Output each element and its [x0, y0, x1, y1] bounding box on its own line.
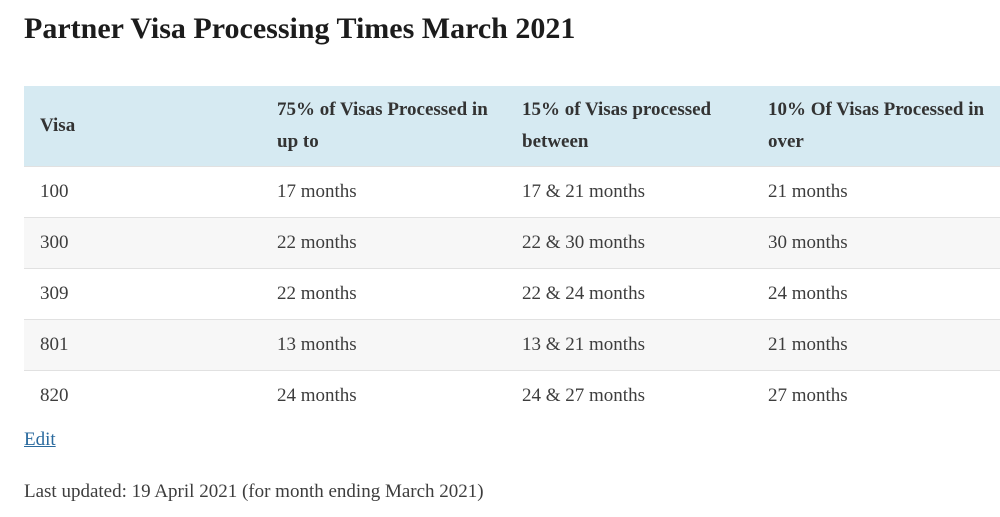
table-cell-p15: 22 & 24 months	[506, 268, 752, 320]
table-row: 801 13 months 13 & 21 months 21 months	[24, 319, 1000, 371]
table-header-row: Visa 75% of Visas Processed in up to 15%…	[24, 86, 1000, 167]
table-cell-p15: 17 & 21 months	[506, 166, 752, 218]
table-cell-p10: 30 months	[752, 217, 1000, 269]
table-cell-p15: 13 & 21 months	[506, 319, 752, 371]
table-cell-visa: 820	[24, 370, 261, 421]
table-row: 300 22 months 22 & 30 months 30 months	[24, 217, 1000, 269]
column-header-visa: Visa	[24, 86, 261, 167]
table-cell-visa: 801	[24, 319, 261, 371]
column-header-10-percent: 10% Of Visas Processed in over	[752, 86, 1000, 167]
table-cell-p15: 22 & 30 months	[506, 217, 752, 269]
visa-processing-table: Visa 75% of Visas Processed in up to 15%…	[24, 86, 1000, 421]
table-row: 100 17 months 17 & 21 months 21 months	[24, 166, 1000, 218]
table-cell-p10: 21 months	[752, 166, 1000, 218]
table-cell-p75: 22 months	[261, 217, 506, 269]
column-header-75-percent: 75% of Visas Processed in up to	[261, 86, 506, 167]
table-cell-visa: 309	[24, 268, 261, 320]
table-cell-p10: 21 months	[752, 319, 1000, 371]
table-cell-p10: 27 months	[752, 370, 1000, 421]
table-cell-p75: 22 months	[261, 268, 506, 320]
table-row: 309 22 months 22 & 24 months 24 months	[24, 268, 1000, 320]
table-cell-visa: 100	[24, 166, 261, 218]
table-cell-p75: 13 months	[261, 319, 506, 371]
table-cell-p10: 24 months	[752, 268, 1000, 320]
table-cell-visa: 300	[24, 217, 261, 269]
page-container: Partner Visa Processing Times March 2021…	[0, 10, 1000, 505]
table-cell-p75: 24 months	[261, 370, 506, 421]
table-cell-p75: 17 months	[261, 166, 506, 218]
table-cell-p15: 24 & 27 months	[506, 370, 752, 421]
column-header-15-percent: 15% of Visas processed between	[506, 86, 752, 167]
table-header: Visa 75% of Visas Processed in up to 15%…	[24, 86, 1000, 167]
table-row: 820 24 months 24 & 27 months 27 months	[24, 370, 1000, 421]
page-title: Partner Visa Processing Times March 2021	[24, 12, 576, 45]
edit-link[interactable]: Edit	[24, 429, 56, 450]
table-body: 100 17 months 17 & 21 months 21 months 300 22…	[24, 166, 1000, 421]
last-updated-text: Last updated: 19 April 2021 (for month e…	[24, 481, 484, 502]
